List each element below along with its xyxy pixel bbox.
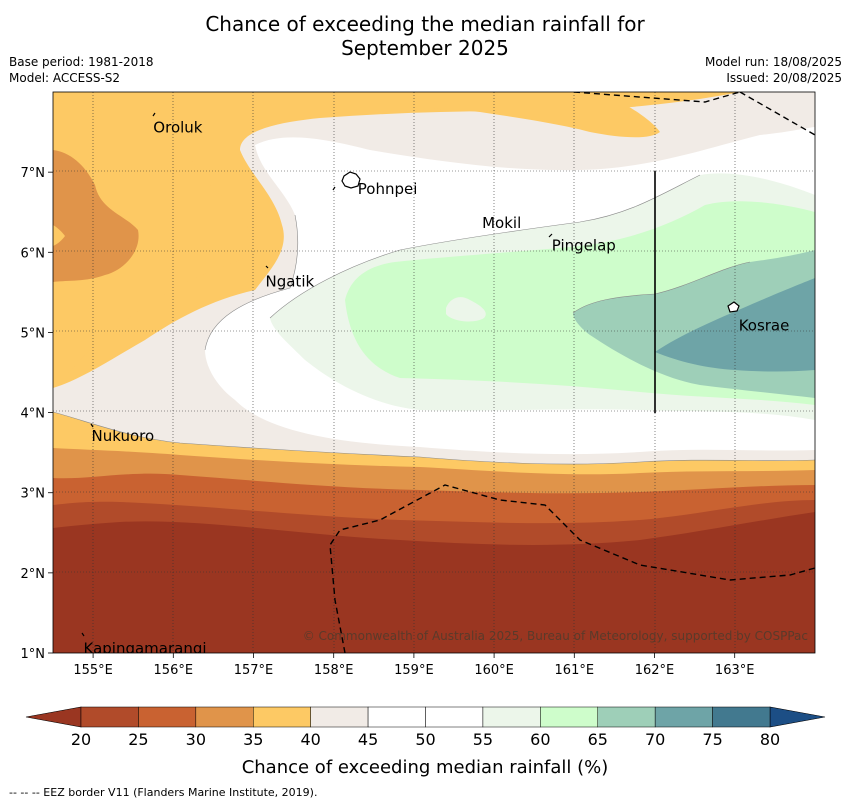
copyright-text: © Commonwealth of Australia 2025, Bureau…	[303, 629, 808, 643]
colorbar-segment	[712, 706, 771, 728]
y-tick-label: 2°N	[21, 567, 46, 582]
x-tick-label: 157°E	[234, 663, 274, 678]
base-period: Base period: 1981-2018	[9, 55, 154, 69]
y-tick-label: 6°N	[21, 246, 46, 261]
grid-lines	[53, 92, 815, 653]
meta-right: Model run: 18/08/2025 Issued: 20/08/2025	[705, 54, 842, 86]
pohnpei-island-icon	[341, 171, 361, 189]
y-tick-label: 1°N	[21, 647, 46, 662]
x-tick-label: 158°E	[314, 663, 354, 678]
band-patch-55-60	[446, 297, 486, 322]
place-label-kosrae: Kosrae	[739, 316, 790, 334]
place-label-pohnpei: Pohnpei	[358, 180, 418, 198]
band-north-35-40	[355, 92, 660, 138]
x-tick-label: 155°E	[73, 663, 113, 678]
y-tick-label: 3°N	[21, 487, 46, 502]
colorbar-label: Chance of exceeding median rainfall (%)	[242, 757, 609, 778]
colorbar-segment	[425, 706, 484, 728]
colorbar-segment	[597, 706, 656, 728]
colorbar-tick-label: 45	[358, 730, 378, 749]
eez-footer-note: -- -- -- EEZ border V11 (Flanders Marine…	[9, 786, 318, 799]
eez-border	[329, 92, 815, 653]
map-area: Oroluk Pohnpei Mokil Pingelap Ngatik Kosrae Nu…	[53, 92, 815, 657]
band-west-35-40	[53, 92, 253, 385]
colorbar-segment	[540, 706, 598, 728]
x-tick-label: 163°E	[715, 663, 755, 678]
colorbar-tick-label: 80	[760, 730, 780, 749]
colorbar-tick-label: 75	[702, 730, 722, 749]
colorbar-tick-label: 60	[530, 730, 550, 749]
map-title: Chance of exceeding the median rainfall …	[0, 12, 850, 60]
colorbar-segment	[310, 706, 369, 728]
place-label-pingelap: Pingelap	[552, 236, 616, 254]
x-tick-label: 161°E	[555, 663, 595, 678]
colorbar-tick-label: 35	[243, 730, 263, 749]
colorbar-segment	[654, 706, 713, 728]
colorbar-tick-label: 50	[415, 730, 435, 749]
colorbar-segment	[138, 706, 197, 728]
place-label-mokil: Mokil	[482, 214, 521, 232]
colorbar-tick-label: 20	[71, 730, 91, 749]
meta-left: Base period: 1981-2018 Model: ACCESS-S2	[9, 54, 154, 86]
colorbar-tick-label: 30	[186, 730, 206, 749]
place-labels: Oroluk Pohnpei Mokil Pingelap Ngatik Kosrae Nu…	[84, 119, 790, 657]
colorbar-segment	[367, 706, 426, 728]
colorbar-segment	[253, 706, 311, 728]
model-name: Model: ACCESS-S2	[9, 71, 121, 85]
colorbar-tick-label: 65	[588, 730, 608, 749]
colorbar-tick-label: 55	[473, 730, 493, 749]
colorbar-tick-label: 25	[128, 730, 148, 749]
x-axis-ticks: 155°E 156°E 157°E 158°E 159°E 160°E 161°E 162°E…	[73, 653, 754, 678]
place-label-ngatik: Ngatik	[266, 272, 315, 290]
x-tick-label: 156°E	[154, 663, 194, 678]
colorbar-tick-label: 40	[300, 730, 320, 749]
colorbar-segment	[482, 706, 541, 728]
title-line-2: September 2025	[341, 36, 509, 60]
model-run: Model run: 18/08/2025	[704, 55, 842, 69]
y-tick-label: 7°N	[21, 166, 46, 181]
band-west-30-35	[53, 150, 139, 282]
island-marks	[81, 112, 553, 637]
colorbar-segment	[80, 706, 139, 728]
band-70-75	[655, 278, 815, 372]
y-tick-label: 4°N	[21, 407, 46, 422]
colorbar-segment	[195, 706, 254, 728]
colorbar-tick-label: 70	[645, 730, 665, 749]
colorbar-under-arrow	[25, 706, 82, 728]
issued-date: Issued: 20/08/2025	[726, 71, 842, 85]
y-tick-label: 5°N	[21, 326, 46, 341]
x-tick-label: 160°E	[474, 663, 514, 678]
y-axis-ticks: 7°N 6°N 5°N 4°N 3°N 2°N 1°N	[21, 166, 53, 662]
x-tick-label: 159°E	[394, 663, 434, 678]
x-tick-label: 162°E	[635, 663, 675, 678]
band-west-35-40-notch	[53, 225, 65, 246]
map-frame	[52, 91, 816, 654]
colorbar-over-arrow	[769, 706, 826, 728]
place-label-kapingamarangi: Kapingamarangi	[84, 639, 207, 657]
colorbar: 20 25 30 35 40 45 50 55 60 65 70 75 80	[25, 706, 826, 749]
title-line-1: Chance of exceeding the median rainfall …	[205, 12, 645, 36]
place-label-oroluk: Oroluk	[153, 119, 202, 137]
place-label-nukuoro: Nukuoro	[92, 427, 155, 445]
kosrae-island-icon	[727, 301, 740, 313]
